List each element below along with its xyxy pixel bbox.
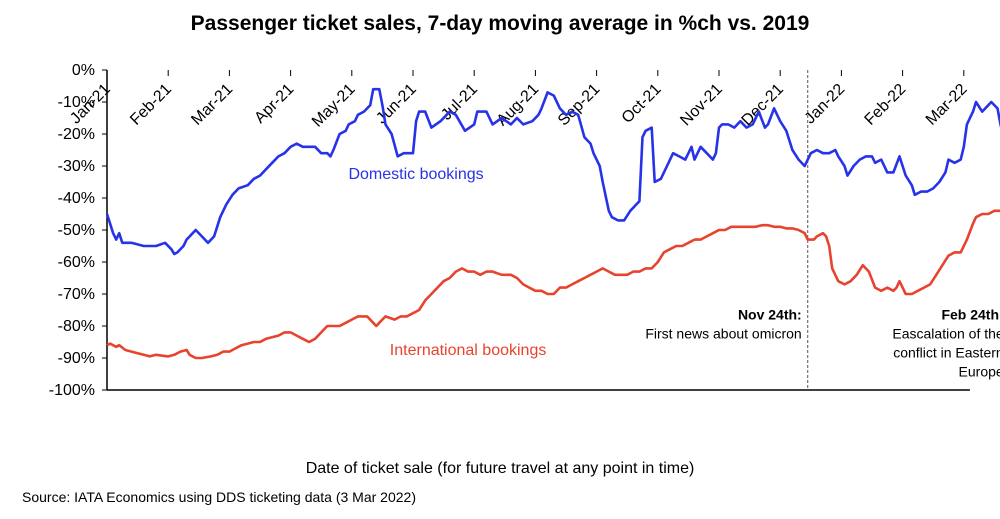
chart-title: Passenger ticket sales, 7-day moving ave…: [190, 12, 810, 35]
y-tick-label: -10%: [58, 94, 95, 111]
annotation-title: Nov 24th:: [738, 307, 802, 323]
series-label: Domestic bookings: [348, 166, 483, 183]
x-tick-label: Mar-21: [188, 81, 236, 129]
x-tick-label: Apr-21: [251, 81, 297, 127]
annotation-text: Europe: [959, 364, 1000, 380]
x-tick-label: Nov-21: [677, 81, 726, 130]
x-tick-label: Feb-21: [127, 81, 175, 129]
y-tick-label: -20%: [58, 126, 95, 143]
y-tick-label: -80%: [58, 318, 95, 335]
y-tick-label: -40%: [58, 190, 95, 207]
x-tick-label: Jun-21: [373, 81, 420, 128]
annotation-title: Feb 24th:: [941, 307, 1000, 323]
x-tick-label: Oct-21: [619, 81, 665, 127]
y-tick-label: -70%: [58, 286, 95, 303]
x-axis-label: Date of ticket sale (for future travel a…: [305, 460, 695, 477]
source-note: Source: IATA Economics using DDS ticketi…: [22, 489, 416, 505]
series-label: International bookings: [390, 342, 547, 359]
x-tick-label: Jan-22: [802, 81, 849, 128]
y-tick-label: 0%: [72, 62, 95, 79]
x-tick-label: Mar-22: [923, 81, 971, 129]
annotation-text: Eascalation of the: [892, 326, 1000, 342]
y-tick-label: -100%: [49, 382, 95, 399]
annotation-text: conflict in Eastern: [893, 345, 1000, 361]
y-tick-label: -50%: [58, 222, 95, 239]
international-bookings-line: [106, 209, 1000, 360]
x-tick-label: Aug-21: [494, 81, 543, 130]
y-tick-label: -30%: [58, 158, 95, 175]
y-tick-label: -60%: [58, 254, 95, 271]
y-tick-label: -90%: [58, 350, 95, 367]
annotation-text: First news about omicron: [645, 326, 801, 342]
x-tick-label: Feb-22: [862, 81, 910, 129]
domestic-bookings-line: [105, 87, 1000, 256]
